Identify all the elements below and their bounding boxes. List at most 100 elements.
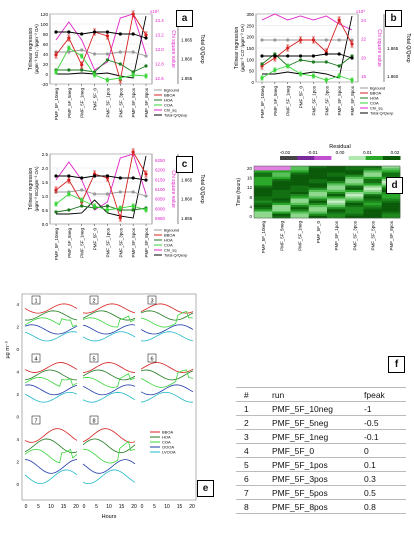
heatmap-cell xyxy=(327,194,346,197)
heatmap-cell xyxy=(308,200,328,204)
heatmap-cell xyxy=(290,189,310,193)
panel-d: Residual -0.02 -0.01 0.00 0.01 0.02 20 16 12 8 4 0 T… xyxy=(210,140,414,270)
x-tick: 5 xyxy=(37,504,40,510)
heatmap-cell xyxy=(381,211,401,214)
heatmap-cell xyxy=(363,176,383,180)
x-tick: 5 xyxy=(153,504,156,510)
x-tick-label: PMF_5F_8pos xyxy=(350,85,355,115)
x-tick: 5 xyxy=(95,504,98,510)
bblack-point xyxy=(298,54,303,58)
y-tick: 2 xyxy=(16,325,19,330)
row-num: 4 xyxy=(236,443,270,458)
heatmap-cell xyxy=(272,192,291,195)
y-left-tick: 2.5 xyxy=(42,152,49,157)
bground-line xyxy=(56,49,147,57)
heatmap-cell xyxy=(345,192,364,195)
residual-title: Residual xyxy=(329,144,350,150)
row-num: 5 xyxy=(236,457,270,472)
diurnal-curve-coa xyxy=(24,377,78,387)
row-num: 3 xyxy=(236,429,270,444)
bblack-point xyxy=(105,174,110,178)
x-label: Hours xyxy=(102,514,117,520)
x-tick-label: PMF_5F_5pos xyxy=(337,85,342,115)
hoa-point xyxy=(80,68,84,72)
y-right1-tick: 6000 xyxy=(155,206,166,211)
diurnal-curve-lvooa xyxy=(82,331,136,342)
heatmap-cell xyxy=(363,187,383,191)
diurnal-curve-coa xyxy=(140,369,194,388)
totq-line xyxy=(56,155,147,219)
header-fpeak: fpeak xyxy=(362,387,406,402)
heatmap-cell xyxy=(308,202,328,206)
table-row: 2 PMF_5F_5neg -0.5 xyxy=(236,415,406,430)
bblack-point xyxy=(131,176,135,180)
diurnal-curve-coa xyxy=(82,440,136,464)
panel-d-heatmap: Residual -0.02 -0.01 0.00 0.01 0.02 20 16 12 8 4 0 T… xyxy=(236,144,401,253)
diurnal-curve-bboa xyxy=(82,428,136,443)
diurnal-curve-bboa xyxy=(82,303,136,314)
panel-e-tag: e xyxy=(197,480,214,497)
diurnal-curve-coa xyxy=(140,310,194,328)
x-tick-label: PMF_5F_1pos xyxy=(105,227,110,257)
heatmap-cell xyxy=(272,211,291,214)
heatmap-cell xyxy=(327,172,346,175)
subpanel-label: 2 xyxy=(92,299,95,305)
y-tick: 4 xyxy=(249,204,252,209)
row-fpeak: -0.1 xyxy=(362,429,406,444)
x-tick-label: PMF_5F_0 xyxy=(93,228,98,251)
y-right1-label: Chi square value xyxy=(170,170,176,208)
x-tick: 20 xyxy=(73,504,79,510)
y-right1-tick: 6200 xyxy=(155,168,166,173)
heatmap-cell xyxy=(345,202,364,206)
x-tick-label: PMF_5F_0 xyxy=(316,221,321,244)
x-tick: 15 xyxy=(177,504,183,510)
x-tick-label: PMF_5F_1neg xyxy=(298,221,303,251)
y-right1-label: Chi square value xyxy=(376,29,382,67)
heatmap-cell xyxy=(381,215,401,219)
y-left-tick: -20 xyxy=(41,82,48,87)
y-right1-tick: 13.4 xyxy=(155,18,164,23)
y-left-tick: 1.0 xyxy=(42,194,49,199)
totq-line xyxy=(262,15,353,79)
y-right1-tick: 12.8 xyxy=(155,62,164,67)
legend-entry: Total Q/Qexp xyxy=(164,113,188,118)
heatmap-cell xyxy=(272,196,291,199)
heatmap-cell xyxy=(345,174,364,178)
x-tick-label: PMF_5F_0 xyxy=(299,86,304,109)
heatmap-cell xyxy=(308,170,328,173)
y-right2-label: Total Q/Qexp xyxy=(405,33,411,62)
diurnal-curve-coa xyxy=(82,373,136,388)
heatmap-cell xyxy=(345,200,364,204)
heatmap-cell xyxy=(254,176,273,180)
row-run: PMF_5F_3pos xyxy=(270,471,362,486)
fpeak-table: # run fpeak 1 PMF_5F_10neg -1 2 PMF_5F_5neg… xyxy=(236,387,406,514)
heatmap-cell xyxy=(254,168,273,171)
scale-bar-segment xyxy=(382,156,401,160)
y-left-tick: 200 xyxy=(246,35,254,40)
y-right1-tick: 13.2 xyxy=(155,33,164,38)
coa-line xyxy=(55,47,147,81)
bground-point xyxy=(80,48,84,52)
legend-entry: COA xyxy=(370,101,379,106)
bblack-point xyxy=(118,32,122,36)
diurnal-curve-lvooa xyxy=(24,331,78,342)
bblack-point xyxy=(67,174,71,178)
heatmap-cell xyxy=(272,179,291,182)
heatmap-cell xyxy=(272,187,291,191)
heatmap-cell xyxy=(363,198,383,201)
row-fpeak: -1 xyxy=(362,401,406,416)
x-tick-label: PMF_5F_3pos xyxy=(352,220,357,250)
table-row: 6 PMF_5F_3pos 0.3 xyxy=(236,471,406,486)
heatmap-cell xyxy=(327,189,346,193)
row-num: 6 xyxy=(236,471,270,486)
heatmap-cell xyxy=(272,200,291,204)
subpanel-label-box xyxy=(147,295,157,305)
table-row: 8 PMF_5F_8pos 0.8 xyxy=(236,499,406,514)
heatmap-cell xyxy=(272,209,291,212)
heatmap-cell xyxy=(345,194,364,197)
heatmap-cell xyxy=(363,211,383,214)
scale-bar-segment xyxy=(314,156,332,160)
diurnal-curve-bboa xyxy=(140,303,194,314)
bground-point xyxy=(105,52,110,56)
heatmap-cell xyxy=(290,187,310,191)
